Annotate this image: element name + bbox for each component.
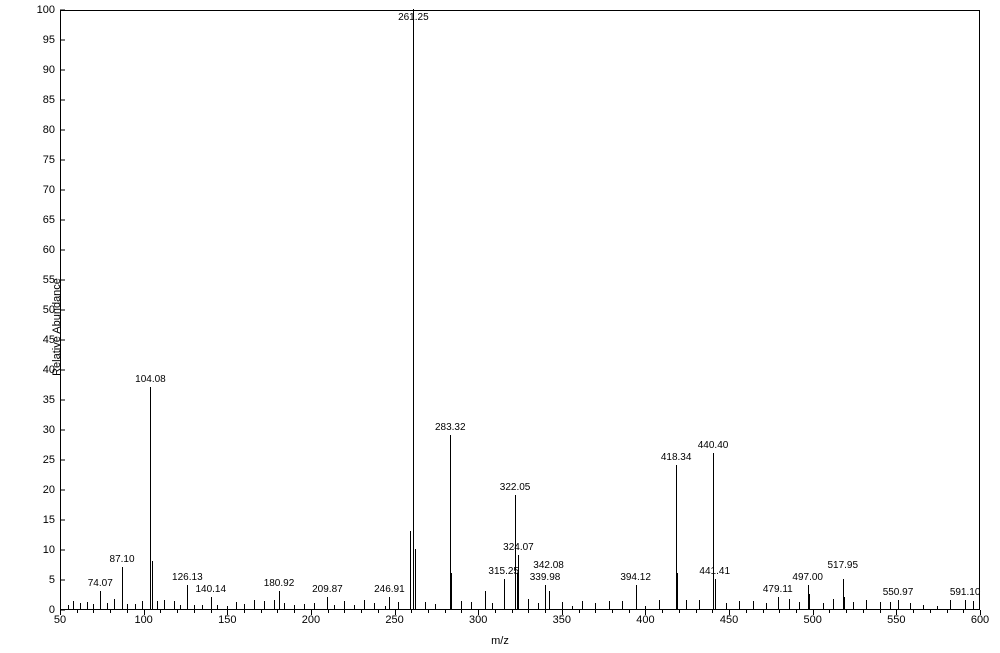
y-tick-label: 80: [25, 124, 55, 136]
peak-label: 261.25: [398, 12, 429, 23]
y-tick-label: 100: [25, 4, 55, 16]
peak: [100, 591, 101, 609]
peak: [549, 591, 550, 609]
peak-label: 104.08: [135, 374, 166, 385]
y-tick-label: 75: [25, 154, 55, 166]
x-tick-label: 300: [469, 614, 487, 626]
peak-label: 324.07: [503, 542, 534, 553]
peak-label: 283.32: [435, 422, 466, 433]
peak: [327, 597, 328, 609]
peak: [152, 561, 153, 609]
peak: [410, 531, 411, 609]
x-tick-label: 100: [134, 614, 152, 626]
peak-label: 322.05: [500, 482, 531, 493]
peak-label: 479.11: [763, 584, 793, 595]
x-tick-label: 350: [553, 614, 571, 626]
peak-label: 497.00: [792, 572, 823, 583]
y-tick-label: 40: [25, 364, 55, 376]
peak: [211, 597, 212, 609]
y-tick-label: 45: [25, 334, 55, 346]
peak-label: 315.25: [488, 566, 519, 577]
y-tick-label: 65: [25, 214, 55, 226]
peak-label: 126.13: [172, 572, 203, 583]
peak-label: 418.34: [661, 452, 692, 463]
y-tick-label: 70: [25, 184, 55, 196]
x-axis-label: m/z: [491, 635, 509, 647]
peak-label: 394.12: [620, 572, 651, 583]
peak-label: 339.98: [530, 572, 561, 583]
peak-label: 74.07: [88, 578, 113, 589]
x-tick-label: 400: [636, 614, 654, 626]
peak: [413, 9, 414, 609]
y-tick-label: 10: [25, 544, 55, 556]
peak: [676, 465, 677, 609]
y-tick-label: 20: [25, 484, 55, 496]
y-tick-label: 30: [25, 424, 55, 436]
peak: [778, 597, 779, 609]
peak: [545, 585, 546, 609]
x-tick-label: 450: [720, 614, 738, 626]
peak-label: 550.97: [883, 587, 914, 598]
peak: [415, 549, 416, 609]
y-tick-label: 0: [25, 604, 55, 616]
peak: [518, 555, 519, 609]
peak: [898, 600, 899, 609]
peak: [485, 591, 486, 609]
mass-spectrum-chart: Relative Abundance m/z 05101520253035404…: [0, 0, 1000, 653]
peak: [279, 591, 280, 609]
x-tick-label: 150: [218, 614, 236, 626]
peak-label: 517.95: [827, 560, 858, 571]
peak-label: 246.91: [374, 584, 405, 595]
peak-label: 342.08: [533, 560, 564, 571]
y-tick-label: 50: [25, 304, 55, 316]
peak: [150, 387, 151, 609]
x-tick-label: 550: [887, 614, 905, 626]
peak-label: 591.10: [950, 587, 981, 598]
x-tick-label: 600: [971, 614, 989, 626]
peak: [636, 585, 637, 609]
peak: [450, 435, 451, 609]
y-tick-label: 35: [25, 394, 55, 406]
y-tick-label: 25: [25, 454, 55, 466]
y-tick-label: 5: [25, 574, 55, 586]
peak-label: 441.41: [699, 566, 730, 577]
peak: [677, 573, 678, 609]
peak: [504, 579, 505, 609]
peak-label: 180.92: [264, 578, 295, 589]
peak: [843, 579, 844, 609]
peak: [808, 585, 809, 609]
plot-area: [60, 10, 980, 610]
y-tick-label: 90: [25, 64, 55, 76]
x-tick-label: 50: [54, 614, 66, 626]
peak: [389, 597, 390, 609]
y-tick-label: 95: [25, 34, 55, 46]
peak: [187, 585, 188, 609]
x-tick-label: 500: [804, 614, 822, 626]
y-tick-label: 85: [25, 94, 55, 106]
peak-label: 87.10: [110, 554, 135, 565]
y-tick-label: 15: [25, 514, 55, 526]
peak: [965, 600, 966, 609]
peak: [451, 573, 452, 609]
peak: [844, 597, 845, 609]
peak: [715, 579, 716, 609]
peak-label: 140.14: [195, 584, 226, 595]
y-tick-label: 60: [25, 244, 55, 256]
y-tick-label: 55: [25, 274, 55, 286]
x-tick-label: 200: [302, 614, 320, 626]
peak: [809, 594, 810, 609]
peak-label: 440.40: [698, 440, 729, 451]
peak-label: 209.87: [312, 584, 343, 595]
peak: [122, 567, 123, 609]
x-tick-label: 250: [385, 614, 403, 626]
